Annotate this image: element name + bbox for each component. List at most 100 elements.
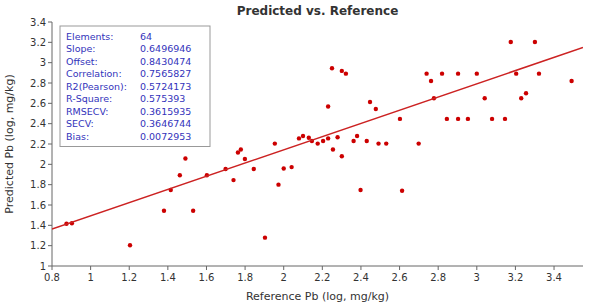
y-tick-label: 1 bbox=[40, 261, 46, 272]
stats-key: RMSECV: bbox=[66, 106, 108, 117]
scatter-point bbox=[243, 157, 247, 161]
x-axis-line bbox=[52, 266, 583, 267]
scatter-point bbox=[340, 69, 344, 73]
scatter-point bbox=[514, 71, 518, 75]
x-tick bbox=[438, 266, 439, 270]
scatter-point bbox=[466, 117, 470, 121]
x-tick bbox=[206, 266, 207, 270]
scatter-point bbox=[429, 79, 433, 83]
scatter-point bbox=[503, 117, 507, 121]
x-tick-label: 3 bbox=[474, 272, 480, 283]
scatter-point bbox=[374, 107, 378, 111]
x-tick bbox=[167, 266, 168, 270]
scatter-point bbox=[263, 235, 267, 239]
x-tick bbox=[322, 266, 323, 270]
x-tick-label: 1.6 bbox=[199, 272, 215, 283]
chart: 0.811.21.41.61.822.22.42.62.833.23.411.2… bbox=[0, 0, 595, 306]
y-tick bbox=[48, 205, 52, 206]
y-tick bbox=[48, 266, 52, 267]
stats-value: 0.0072953 bbox=[140, 131, 191, 142]
scatter-point bbox=[509, 40, 513, 44]
stats-key: R-Square: bbox=[66, 93, 112, 104]
x-tick bbox=[399, 266, 400, 270]
stats-value: 0.3646744 bbox=[140, 118, 191, 129]
scatter-point bbox=[376, 141, 380, 145]
x-tick-label: 2.4 bbox=[353, 272, 369, 283]
scatter-point bbox=[162, 208, 166, 212]
x-tick bbox=[245, 266, 246, 270]
scatter-point bbox=[239, 147, 243, 151]
y-tick-label: 2.6 bbox=[30, 98, 46, 109]
scatter-point bbox=[183, 156, 187, 160]
x-tick-label: 1.2 bbox=[121, 272, 137, 283]
y-tick bbox=[48, 225, 52, 226]
scatter-point bbox=[524, 91, 528, 95]
y-tick-label: 1.6 bbox=[30, 200, 46, 211]
y-tick-label: 2.8 bbox=[30, 78, 46, 89]
scatter-point bbox=[301, 134, 305, 138]
scatter-point bbox=[191, 208, 195, 212]
x-tick-label: 2.6 bbox=[392, 272, 408, 283]
scatter-point bbox=[231, 178, 235, 182]
x-tick-label: 2.2 bbox=[314, 272, 330, 283]
stats-value: 0.3615935 bbox=[140, 106, 191, 117]
scatter-point bbox=[297, 136, 301, 140]
x-tick-label: 2 bbox=[281, 272, 287, 283]
stats-key: Elements: bbox=[66, 31, 113, 42]
stats-value: 64 bbox=[140, 31, 152, 42]
x-tick-label: 1 bbox=[87, 272, 93, 283]
x-tick-label: 1.4 bbox=[160, 272, 176, 283]
stats-key: R2(Pearson): bbox=[66, 81, 127, 92]
scatter-point bbox=[400, 189, 404, 193]
stats-value: 0.8430474 bbox=[140, 56, 191, 67]
y-tick bbox=[48, 184, 52, 185]
scatter-point bbox=[273, 141, 277, 145]
y-tick bbox=[48, 62, 52, 63]
scatter-point bbox=[321, 139, 325, 143]
scatter-point bbox=[398, 117, 402, 121]
scatter-point bbox=[475, 71, 479, 75]
y-tick bbox=[48, 164, 52, 165]
scatter-point bbox=[368, 100, 372, 104]
scatter-point bbox=[128, 243, 132, 247]
scatter-point bbox=[569, 79, 573, 83]
y-tick-label: 2.2 bbox=[30, 139, 46, 150]
x-tick bbox=[360, 266, 361, 270]
y-tick bbox=[48, 245, 52, 246]
stats-value: 0.575393 bbox=[140, 93, 185, 104]
y-tick-label: 2.4 bbox=[30, 118, 46, 129]
scatter-point bbox=[355, 134, 359, 138]
stats-value: 0.7565827 bbox=[140, 68, 191, 79]
x-tick-label: 3.2 bbox=[507, 272, 523, 283]
y-tick bbox=[48, 83, 52, 84]
stats-key: Offset: bbox=[66, 56, 98, 67]
scatter-point bbox=[416, 141, 420, 145]
y-tick-label: 3.4 bbox=[30, 17, 46, 28]
x-tick bbox=[476, 266, 477, 270]
x-axis-label: Reference Pb (log, mg/kg) bbox=[246, 290, 389, 303]
scatter-point bbox=[331, 147, 335, 151]
scatter-point bbox=[384, 141, 388, 145]
stats-value: 0.6496946 bbox=[140, 43, 191, 54]
scatter-point bbox=[344, 71, 348, 75]
scatter-point bbox=[351, 139, 355, 143]
y-tick bbox=[48, 22, 52, 23]
scatter-point bbox=[307, 135, 311, 139]
scatter-point bbox=[282, 166, 286, 170]
x-tick-label: 0.8 bbox=[44, 272, 60, 283]
x-tick bbox=[52, 266, 53, 270]
stats-key: Bias: bbox=[66, 131, 89, 142]
scatter-point bbox=[252, 167, 256, 171]
stats-value: 0.5724173 bbox=[140, 81, 191, 92]
x-tick bbox=[129, 266, 130, 270]
stats-key: Slope: bbox=[66, 43, 96, 54]
y-tick bbox=[48, 42, 52, 43]
scatter-point bbox=[315, 141, 319, 145]
y-tick-label: 1.8 bbox=[30, 179, 46, 190]
x-tick bbox=[90, 266, 91, 270]
scatter-point bbox=[335, 135, 339, 139]
scatter-point bbox=[276, 182, 280, 186]
scatter-point bbox=[483, 96, 487, 100]
title: Predicted vs. Reference bbox=[237, 4, 399, 18]
x-tick-label: 1.8 bbox=[237, 272, 253, 283]
